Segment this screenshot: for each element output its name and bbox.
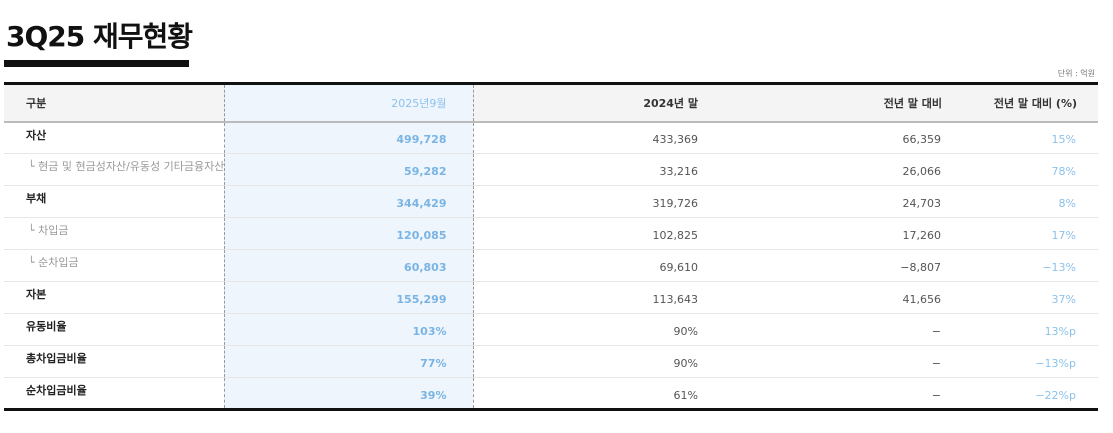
cell-current: 77%	[224, 345, 474, 378]
table-row: 부채 344,429 319,726 24,703 8%	[4, 185, 1098, 218]
cell-current: 39%	[224, 377, 474, 410]
cell-prev: 102,825	[652, 229, 699, 242]
cell-prev: 113,643	[652, 293, 699, 306]
cell-pct: 13%p	[1044, 325, 1076, 338]
cell-pct: 15%	[1051, 133, 1076, 147]
table-row: 순차입금비율 39% 61% − −22%p	[4, 377, 1098, 410]
cell-prev: 33,216	[659, 165, 699, 178]
table-row: 자본 155,299 113,643 41,656 37%	[4, 281, 1098, 314]
table-row: 총차입금비율 77% 90% − −13%p	[4, 345, 1098, 378]
cell-current: 60,803	[224, 249, 474, 282]
cell-pct: −13%	[1042, 261, 1076, 274]
cell-pct: 17%	[1051, 229, 1076, 242]
cell-diff: 24,703	[902, 197, 942, 210]
row-label: 순차입금비율	[4, 377, 225, 410]
row-label: └ 현금 및 현금성자산/유동성 기타금융자산	[4, 153, 225, 186]
cell-pct: 37%	[1051, 293, 1076, 306]
cell-diff: 26,066	[902, 165, 942, 178]
cell-diff: −	[931, 357, 941, 370]
cell-current: 499,728	[224, 121, 474, 154]
cell-current: 120,085	[224, 217, 474, 250]
row-label: 유동비율	[4, 313, 225, 346]
header-category: 구분	[4, 83, 225, 123]
cell-pct: −13%p	[1035, 357, 1076, 370]
cell-prev: 433,369	[652, 133, 699, 147]
cell-diff: −8,807	[900, 261, 941, 274]
table-row: └ 차입금 120,085 102,825 17,260 17%	[4, 217, 1098, 250]
row-label: 총차입금비율	[4, 345, 225, 378]
row-label: └ 순차입금	[4, 249, 225, 282]
cell-prev: 90%	[673, 325, 698, 338]
cell-pct: −22%p	[1035, 388, 1076, 402]
table-row: └ 순차입금 60,803 69,610 −8,807 −13%	[4, 249, 1098, 282]
header-prev: 2024년 말	[473, 83, 722, 123]
table-header-row: 구분 2025년9월 2024년 말 전년 말 대비 전년 말 대비 (%)	[4, 83, 1098, 123]
cell-prev: 61%	[673, 388, 698, 402]
header-diff: 전년 말 대비	[722, 83, 971, 123]
unit-note: 단위 : 억원	[1057, 69, 1095, 78]
cell-diff: −	[931, 325, 941, 338]
cell-diff: 41,656	[902, 293, 942, 306]
cell-prev: 69,610	[659, 261, 699, 274]
table-row: 유동비율 103% 90% − 13%p	[4, 313, 1098, 346]
table-row: 자산 499,728 433,369 66,359 15%	[4, 121, 1098, 154]
cell-prev: 319,726	[652, 197, 699, 210]
cell-current: 344,429	[224, 185, 474, 218]
cell-current: 155,299	[224, 281, 474, 314]
cell-current: 103%	[224, 313, 474, 346]
table-row: └ 현금 및 현금성자산/유동성 기타금융자산 59,282 33,216 26…	[4, 153, 1098, 186]
cell-pct: 78%	[1051, 165, 1076, 178]
cell-diff: −	[931, 388, 941, 402]
title-underline	[4, 60, 189, 67]
page-title: 3Q25 재무현황	[6, 20, 193, 53]
row-label: 자산	[4, 121, 225, 154]
cell-prev: 90%	[673, 357, 698, 370]
cell-current: 59,282	[224, 153, 474, 186]
row-label: 부채	[4, 185, 225, 218]
row-label: └ 차입금	[4, 217, 225, 250]
cell-pct: 8%	[1058, 197, 1076, 210]
header-current: 2025년9월	[224, 83, 474, 123]
cell-diff: 17,260	[902, 229, 942, 242]
financial-table: 구분 2025년9월 2024년 말 전년 말 대비 전년 말 대비 (%) 자…	[4, 82, 1098, 411]
row-label: 자본	[4, 281, 225, 314]
header-pct: 전년 말 대비 (%)	[971, 83, 1098, 123]
cell-diff: 66,359	[902, 133, 942, 147]
